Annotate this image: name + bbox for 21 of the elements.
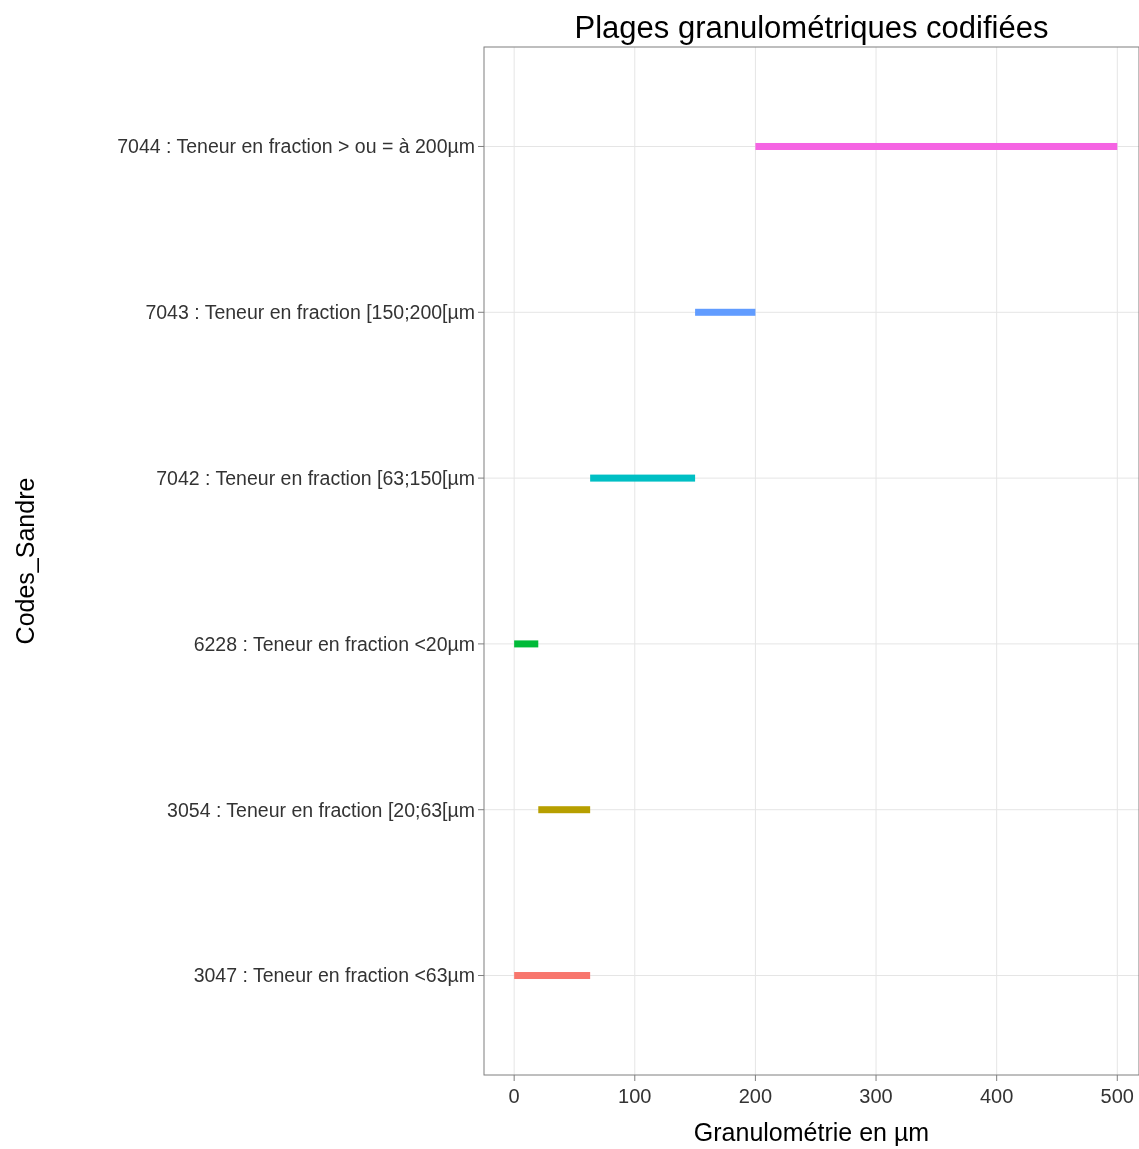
chart-title: Plages granulométriques codifiées: [574, 10, 1049, 45]
x-axis-title: Granulométrie en µm: [693, 1118, 930, 1146]
bar: [755, 142, 1118, 150]
bar: [514, 972, 591, 980]
bar: [695, 308, 756, 316]
y-tick-label: 6228 : Teneur en fraction <20µm: [193, 632, 475, 655]
bar: [538, 806, 591, 814]
y-tick-label: 3054 : Teneur en fraction [20;63[µm: [167, 798, 475, 821]
x-tick-label: 500: [1100, 1085, 1134, 1107]
x-tick-label: 400: [979, 1085, 1014, 1107]
bar: [514, 640, 539, 648]
y-tick-label: 3047 : Teneur en fraction <63µm: [193, 964, 475, 987]
y-tick-label: 7042 : Teneur en fraction [63;150[µm: [156, 466, 475, 489]
x-tick-label: 0: [508, 1085, 520, 1107]
x-tick-label: 100: [618, 1085, 652, 1107]
y-tick-label: 7044 : Teneur en fraction > ou = à 200µm: [117, 135, 475, 158]
y-tick-label: 7043 : Teneur en fraction [150;200[µm: [145, 301, 475, 324]
x-tick-label: 200: [738, 1085, 773, 1107]
bar: [590, 474, 696, 482]
y-axis-title: Codes_Sandre: [11, 477, 39, 645]
x-tick-label: 300: [859, 1085, 893, 1107]
